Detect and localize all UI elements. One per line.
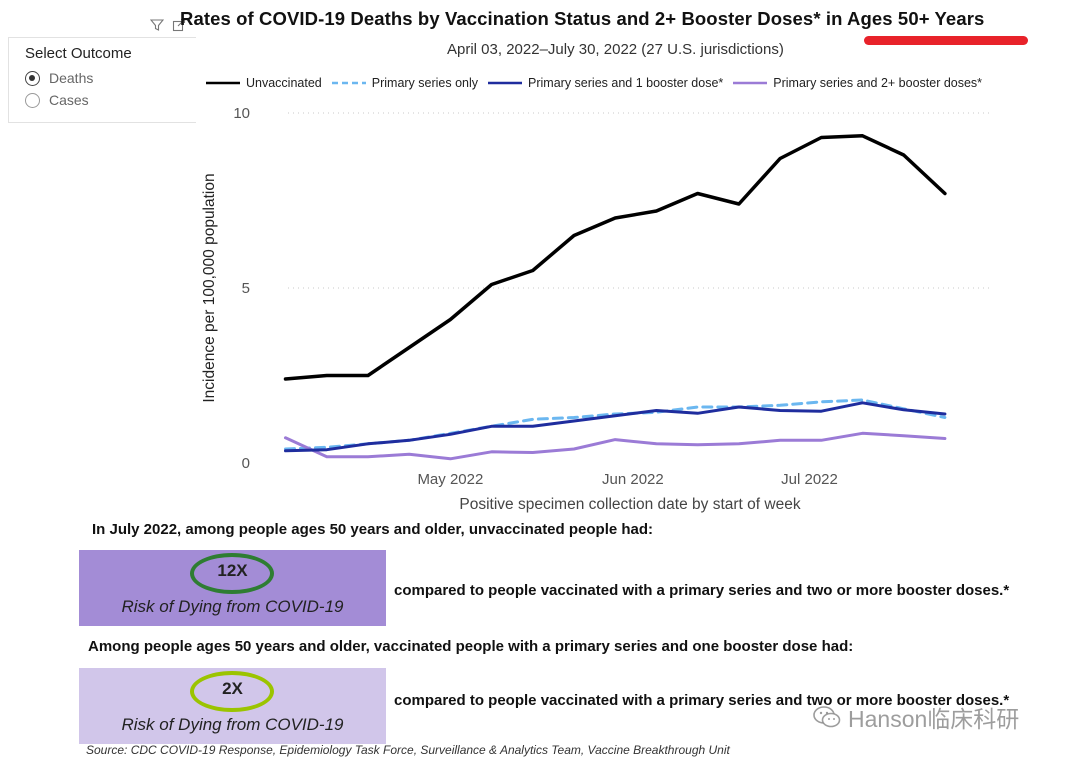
watermark: Hanson临床科研: [812, 700, 1019, 734]
risk-label-2x: Risk of Dying from COVID-19: [121, 715, 344, 734]
risk-ring-12x: [190, 553, 274, 594]
slicer-title: Select Outcome: [25, 45, 132, 62]
comparison-text-12x: compared to people vaccinated with a pri…: [394, 582, 1010, 599]
legend-swatch-unvaccinated: [206, 81, 240, 85]
option-deaths-label: Deaths: [49, 70, 94, 86]
legend-item-one-booster[interactable]: Primary series and 1 booster dose*: [486, 76, 723, 90]
legend-label-unvaccinated: Unvaccinated: [246, 76, 322, 90]
filter-icon[interactable]: [150, 18, 164, 32]
series-line-two-booster: [284, 431, 947, 461]
focus-mode-icon[interactable]: [172, 18, 186, 32]
option-cases[interactable]: Cases: [25, 92, 89, 108]
wechat-icon: [813, 706, 841, 728]
visual-header-icons: [150, 18, 186, 32]
line-chart: 0 5 10 May 2022 Jun 2022 Jul 2022 Positive spe…: [201, 105, 992, 513]
comparison-text-2x: compared to people vaccinated with a pri…: [394, 692, 1010, 709]
radio-deaths[interactable]: [25, 70, 40, 86]
legend-item-two-booster[interactable]: Primary series and 2+ booster doses*: [731, 76, 982, 90]
option-deaths[interactable]: Deaths: [25, 70, 93, 86]
chart-legend: Unvaccinated Primary series only Primary…: [204, 76, 990, 90]
radio-cases[interactable]: [25, 92, 40, 108]
legend-label-primary-only: Primary series only: [371, 76, 479, 90]
series-line-unvaccinated: [283, 134, 947, 381]
risk-multiplier-2x: 2X: [222, 679, 243, 698]
y-tick-label: 10: [233, 105, 250, 122]
legend-swatch-two-booster: [733, 81, 768, 85]
risk-multiplier-12x: 12X: [217, 561, 248, 580]
legend-label-one-booster: Primary series and 1 booster dose*: [528, 76, 724, 90]
x-tick-label: May 2022: [417, 471, 483, 488]
legend-item-unvaccinated[interactable]: Unvaccinated: [204, 76, 322, 90]
x-tick-label: Jul 2022: [781, 471, 838, 488]
x-axis-title: Positive specimen collection date by sta…: [459, 496, 800, 513]
legend-swatch-primary-only: [331, 81, 366, 85]
legend-item-primary-only[interactable]: Primary series only: [330, 76, 478, 90]
source-note: Source: CDC COVID-19 Response, Epidemiol…: [86, 743, 730, 757]
risk-ring-2x: [190, 671, 274, 712]
summary-statement-unvaccinated: In July 2022, among people ages 50 years…: [92, 521, 654, 538]
series-line-one-booster: [284, 401, 947, 453]
chart-subtitle: April 03, 2022–July 30, 2022 (27 U.S. ju…: [447, 41, 784, 58]
legend-swatch-one-booster: [488, 81, 523, 85]
legend-label-two-booster: Primary series and 2+ booster doses*: [773, 76, 983, 90]
risk-label-12x: Risk of Dying from COVID-19: [121, 597, 344, 616]
title-highlight-underline: [864, 36, 1028, 45]
y-axis-title: Incidence per 100,000 population: [201, 173, 218, 402]
watermark-text: Hanson临床科研: [848, 706, 1020, 732]
risk-box-12x: 12X Risk of Dying from COVID-19: [79, 550, 386, 626]
risk-box-2x: 2X Risk of Dying from COVID-19: [79, 668, 386, 744]
chart-title: Rates of COVID-19 Deaths by Vaccination …: [180, 8, 985, 29]
y-tick-label: 5: [242, 280, 250, 297]
option-cases-label: Cases: [49, 92, 89, 108]
x-tick-label: Jun 2022: [602, 471, 664, 488]
y-tick-label: 0: [242, 455, 250, 472]
outcome-slicer: Select Outcome Deaths Cases: [8, 37, 196, 123]
summary-statement-one-booster: Among people ages 50 years and older, va…: [88, 638, 854, 655]
